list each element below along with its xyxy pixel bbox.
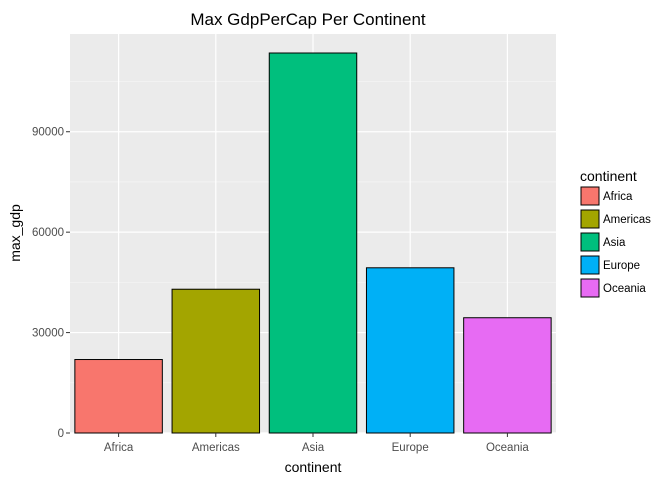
y-tick-label: 30000 — [32, 328, 64, 340]
legend-key — [580, 232, 600, 252]
x-tick-label: Oceania — [486, 442, 529, 454]
legend-title: continent — [580, 168, 637, 184]
x-tick-label: Africa — [104, 442, 134, 454]
legend-label: Americas — [603, 214, 651, 226]
legend-key — [580, 186, 600, 206]
x-tick-label: Americas — [192, 442, 240, 454]
legend-key — [580, 255, 600, 275]
bars — [74, 52, 552, 434]
y-tick-label: 60000 — [32, 227, 64, 239]
x-tick-label: Asia — [302, 442, 325, 454]
bar-europe — [365, 267, 455, 434]
bar-americas — [171, 288, 261, 434]
legend-label: Africa — [603, 191, 633, 203]
x-axis-title: continent — [285, 459, 342, 475]
bar-asia — [268, 52, 358, 434]
legend-label: Europe — [603, 260, 640, 272]
y-axis: 0 30000 60000 90000 — [32, 127, 70, 440]
legend-label: Oceania — [603, 283, 646, 295]
y-tick-label: 0 — [58, 428, 64, 440]
y-axis-title: max_gdp — [7, 204, 23, 262]
y-tick-label: 90000 — [32, 127, 64, 139]
chart-title: Max GdpPerCap Per Continent — [190, 10, 426, 29]
legend-label: Asia — [603, 237, 626, 249]
bar-oceania — [463, 317, 552, 434]
x-tick-label: Europe — [392, 442, 429, 454]
legend-key — [580, 278, 600, 298]
bar-africa — [74, 359, 163, 434]
legend-key — [580, 209, 600, 229]
legend: continent Africa Americas Asia Europe Oceani… — [580, 168, 651, 298]
x-axis: Africa Americas Asia Europe Oceania — [104, 433, 529, 454]
